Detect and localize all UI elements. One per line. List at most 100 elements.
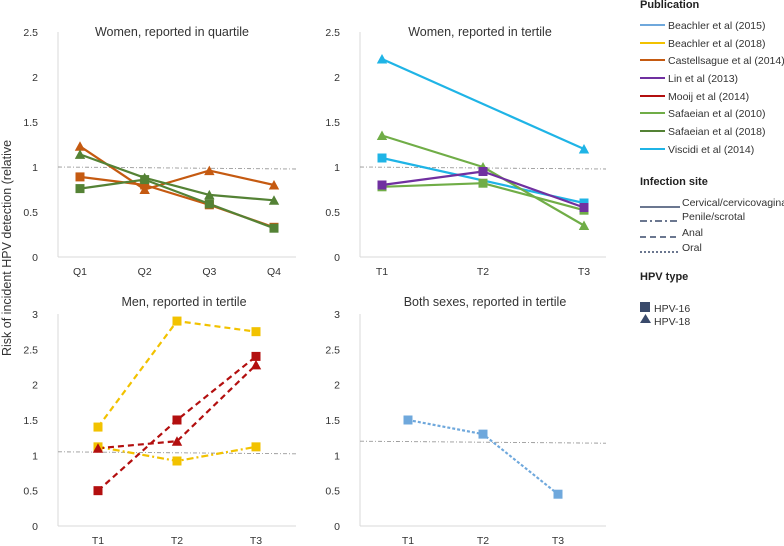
panel-title: Men, reported in tertile: [121, 295, 246, 309]
y-tick-label: 1.5: [23, 117, 38, 129]
data-point-triangle: [204, 165, 215, 176]
reference-line: [57, 166, 297, 170]
y-tick-label: 1.5: [325, 117, 340, 129]
square-marker-icon: [640, 302, 650, 312]
y-tick-label: 1: [334, 450, 340, 462]
x-tick-label: T1: [92, 535, 104, 546]
legend-item-oral: Oral: [640, 242, 702, 254]
panel-men-tertile: Men, reported in tertile 0 0.5 1 1.5 2 2.5 3 T1…: [23, 295, 297, 546]
legend-item-mooij-2014: Mooij et al (2014): [640, 91, 749, 103]
data-point-square: [579, 203, 589, 212]
data-point-triangle: [578, 144, 590, 154]
panel-both-sexes: Both sexes, reported in tertile 0 0.5 1 1.5…: [325, 295, 607, 546]
legend-publication-title: Publication: [640, 0, 700, 11]
panel-title: Women, reported in quartile: [95, 25, 249, 39]
data-point-square: [377, 153, 387, 163]
legend-label: Beachler et al (2015): [668, 20, 765, 32]
y-tick-label: 2.5: [325, 344, 340, 356]
data-point-square: [251, 327, 261, 337]
data-point-square: [478, 178, 488, 188]
y-tick-label: 0: [334, 521, 340, 533]
data-point-triangle: [250, 359, 262, 370]
y-tick-label: 2: [32, 380, 38, 392]
data-point-square: [93, 486, 103, 496]
series-line: [97, 319, 257, 428]
data-point-triangle: [74, 141, 86, 151]
legend-label: Lin et al (2013): [668, 73, 738, 85]
x-tick-label: T2: [477, 266, 489, 278]
x-tick-label: T3: [250, 535, 262, 546]
y-tick-label: 1: [32, 450, 38, 462]
legend-item-beachler-2018: Beachler et al (2018): [640, 38, 765, 50]
x-tick-label: Q3: [202, 266, 216, 278]
legend-label: Castellsague et al (2014): [668, 55, 784, 67]
legend-type-title: HPV type: [640, 271, 688, 283]
panel-women-tertile: Women, reported in tertile 0 0.5 1 1.5 2 2.5 T…: [325, 25, 607, 278]
y-tick-label: 0.5: [325, 207, 340, 219]
triangle-marker-icon: [640, 314, 651, 323]
legend-label: Viscidi et al (2014): [668, 144, 754, 156]
panel-title: Both sexes, reported in tertile: [404, 295, 567, 309]
x-tick-label: T2: [171, 535, 183, 546]
legend-label: Anal: [682, 227, 703, 239]
data-point-square: [403, 415, 413, 425]
legend-item-safaeian-2018: Safaeian et al (2018): [640, 126, 765, 138]
legend-label: Penile/scrotal: [682, 211, 745, 223]
data-point-triangle: [171, 436, 183, 446]
y-tick-label: 2.5: [325, 27, 340, 39]
legend-label: HPV-16: [654, 303, 690, 315]
legend-item-safaeian-2010: Safaeian et al (2010): [640, 108, 765, 120]
y-tick-label: 0.5: [325, 486, 340, 498]
legend-label: Oral: [682, 242, 702, 254]
data-point-triangle: [376, 54, 388, 64]
data-point-square: [172, 456, 182, 466]
series-line: [97, 364, 257, 450]
x-tick-label: T2: [477, 535, 489, 546]
data-point-triangle: [204, 189, 215, 200]
y-axis-label: Risk of incident HPV detection (relative: [0, 140, 14, 356]
x-tick-label: Q2: [138, 266, 152, 278]
y-tick-label: 0.5: [23, 207, 38, 219]
x-tick-label: Q1: [73, 266, 87, 278]
legend-item-hpv18: HPV-18: [640, 314, 690, 328]
x-tick-label: T3: [552, 535, 564, 546]
legend-site-title: Infection site: [640, 176, 708, 188]
x-tick-label: T1: [402, 535, 414, 546]
legend-label: Cervical/cervicovaginal: [682, 197, 784, 209]
legend-item-penile: Penile/scrotal: [640, 211, 745, 223]
data-point-triangle: [74, 149, 86, 159]
data-point-square: [478, 429, 488, 439]
y-tick-label: 0: [334, 252, 340, 264]
data-point-square: [75, 184, 85, 194]
data-point-triangle: [268, 195, 280, 205]
panel-women-quartile: Women, reported in quartile 0 0.5 1 1.5 2 2.5…: [23, 25, 297, 278]
y-tick-label: 2.5: [23, 27, 38, 39]
y-tick-label: 2.5: [23, 344, 38, 356]
data-point-square: [172, 316, 182, 326]
data-point-square: [269, 223, 279, 233]
legend-label: Safaeian et al (2018): [668, 126, 765, 138]
legend-label: HPV-18: [654, 316, 690, 328]
legend-label: Mooij et al (2014): [668, 91, 749, 103]
panel-title: Women, reported in tertile: [408, 25, 552, 39]
x-tick-label: Q4: [267, 266, 281, 278]
y-tick-label: 2: [334, 72, 340, 84]
data-point-square: [204, 199, 214, 209]
y-tick-label: 0: [32, 521, 38, 533]
legend-item-lin-2013: Lin et al (2013): [640, 73, 738, 85]
data-point-triangle: [268, 180, 280, 190]
data-point-square: [172, 415, 182, 425]
y-tick-label: 1.5: [23, 415, 38, 427]
x-tick-label: T1: [376, 266, 388, 278]
data-point-triangle: [139, 184, 150, 194]
legend-label: Safaeian et al (2010): [668, 108, 765, 120]
y-tick-label: 3: [32, 309, 38, 321]
legend-item-beachler-2015: Beachler et al (2015): [640, 20, 765, 32]
data-point-square: [251, 351, 261, 361]
reference-line: [359, 440, 607, 444]
data-point-triangle: [92, 443, 104, 453]
y-tick-label: 1: [32, 162, 38, 174]
legend-item-cervical: Cervical/cervicovaginal: [640, 197, 784, 209]
data-point-square: [377, 180, 387, 190]
